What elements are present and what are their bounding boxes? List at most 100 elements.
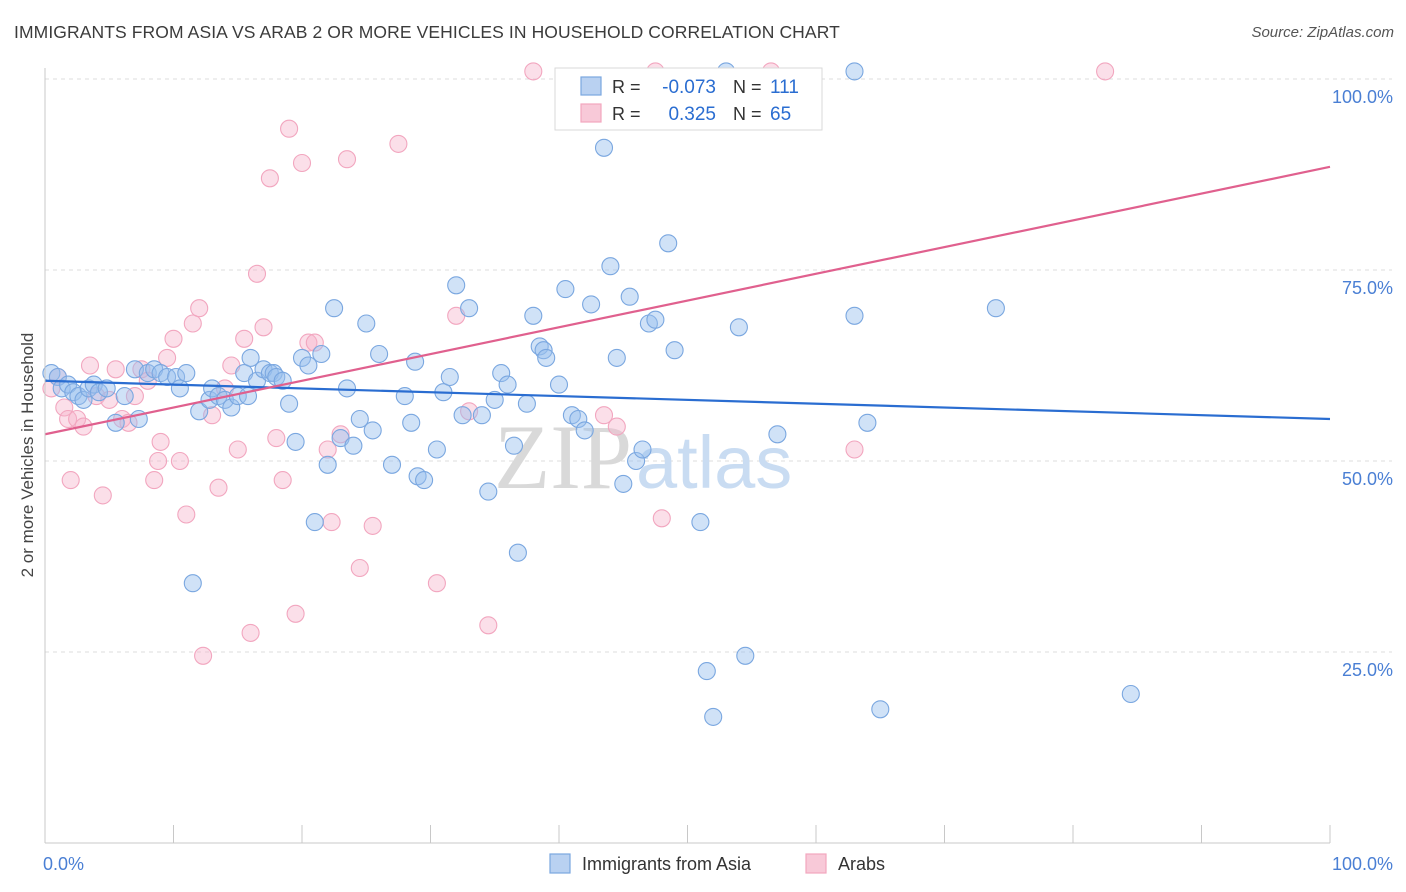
trend-line-asia: [44, 379, 1331, 421]
asia-point-56: [402, 413, 421, 432]
x-tick-label-1: 100.0%: [1332, 854, 1393, 874]
arab-point-17: [145, 471, 164, 490]
arab-point-9: [93, 486, 112, 505]
arab-point-10: [100, 390, 119, 409]
arab-point-42: [299, 333, 318, 352]
asia-point-93: [659, 234, 678, 253]
asia-point-20: [170, 379, 189, 398]
asia-point-48: [337, 379, 357, 398]
arab-point-60: [845, 440, 864, 459]
legend-n-value-arabs: 65: [770, 104, 791, 125]
asia-point-40: [286, 432, 305, 451]
arab-point-18: [149, 451, 168, 471]
arab-point-57: [607, 417, 626, 436]
asia-point-73: [517, 394, 536, 413]
arab-point-51: [427, 574, 446, 593]
asia-point-54: [382, 455, 402, 474]
asia-point-100: [768, 425, 787, 444]
axes: [44, 68, 1331, 844]
legend-bottom-label-arabs: Arabs: [838, 854, 885, 874]
asia-point-105: [1121, 684, 1140, 704]
asia-point-104: [986, 299, 1005, 318]
asia-point-72: [508, 543, 527, 562]
arab-point-40: [286, 604, 305, 623]
arab-point-28: [209, 478, 228, 497]
series-asia: [42, 62, 1140, 726]
asia-point-101: [845, 306, 864, 325]
asia-point-66: [472, 406, 491, 425]
chart-title: IMMIGRANTS FROM ASIA VS ARAB 2 OR MORE V…: [14, 22, 840, 42]
arab-point-54: [479, 616, 498, 635]
legend-top: R = -0.073 N = 111 R = 0.325 N = 65: [554, 67, 823, 131]
arab-point-11: [106, 360, 125, 379]
chart-source: Source: ZipAtlas.com: [1251, 24, 1394, 41]
legend-r-value-asia: -0.073: [662, 77, 716, 98]
asia-point-63: [447, 276, 466, 295]
asia-point-89: [627, 451, 646, 471]
asia-point-92: [646, 310, 665, 329]
arab-point-46: [331, 425, 350, 444]
arab-point-55: [524, 62, 543, 81]
arab-point-19: [151, 432, 170, 451]
legend-bottom-swatch-asia: [549, 853, 571, 874]
asia-point-60: [427, 440, 446, 459]
arab-point-38: [273, 471, 292, 490]
arab-point-24: [183, 314, 202, 333]
asia-point-42: [299, 356, 318, 375]
asia-point-96: [697, 662, 716, 681]
arab-point-61: [1096, 62, 1115, 81]
asia-point-98: [729, 318, 748, 337]
arab-point-32: [235, 329, 254, 348]
legend-swatch-asia: [580, 76, 602, 96]
asia-point-55: [395, 387, 414, 406]
x-tick-label-0: 0.0%: [43, 854, 84, 874]
trend-line-arabs: [44, 165, 1331, 436]
asia-point-44: [312, 344, 331, 364]
asia-point-53: [370, 344, 389, 364]
arab-point-41: [292, 153, 312, 173]
asia-point-59: [415, 471, 434, 490]
asia-point-41: [292, 348, 312, 367]
asia-point-86: [607, 348, 626, 367]
arab-point-49: [363, 516, 382, 535]
asia-point-43: [305, 513, 324, 532]
asia-point-11: [106, 413, 125, 432]
arab-point-14: [125, 387, 144, 406]
series-arabs: [42, 62, 1115, 665]
asia-point-88: [620, 287, 639, 306]
asia-point-83: [582, 295, 601, 314]
arab-point-56: [594, 406, 614, 425]
arab-point-35: [254, 318, 273, 337]
arab-point-44: [318, 440, 337, 459]
asia-point-21: [177, 364, 196, 383]
legend-r-label-arabs: R =: [612, 104, 641, 124]
arab-point-43: [305, 333, 324, 352]
asia-point-97: [704, 707, 723, 726]
asia-point-67: [479, 482, 498, 501]
asia-point-50: [350, 409, 369, 429]
asia-point-79: [556, 280, 575, 299]
asia-point-85: [601, 257, 620, 276]
arab-point-50: [389, 134, 408, 153]
asia-point-62: [440, 367, 459, 387]
asia-point-82: [575, 421, 594, 440]
arab-point-37: [267, 429, 286, 448]
trend-lines: [44, 165, 1331, 436]
asia-point-45: [318, 455, 337, 474]
asia-point-74: [524, 306, 543, 325]
y-tick-label-2: 50.0%: [1342, 469, 1393, 489]
watermark: ZIP atlas: [494, 406, 792, 508]
asia-point-39: [280, 394, 299, 413]
legend-r-label-asia: R =: [612, 77, 641, 97]
asia-point-95: [691, 513, 710, 532]
arab-point-34: [247, 264, 267, 283]
asia-point-49: [344, 436, 363, 455]
arab-point-4: [61, 471, 80, 490]
asia-point-28: [222, 398, 241, 417]
asia-point-99: [736, 646, 755, 665]
asia-point-70: [498, 375, 517, 394]
arab-point-45: [322, 513, 341, 532]
y-tick-labels: 100.0% 75.0% 50.0% 25.0%: [1332, 87, 1393, 680]
asia-point-6: [74, 390, 93, 409]
